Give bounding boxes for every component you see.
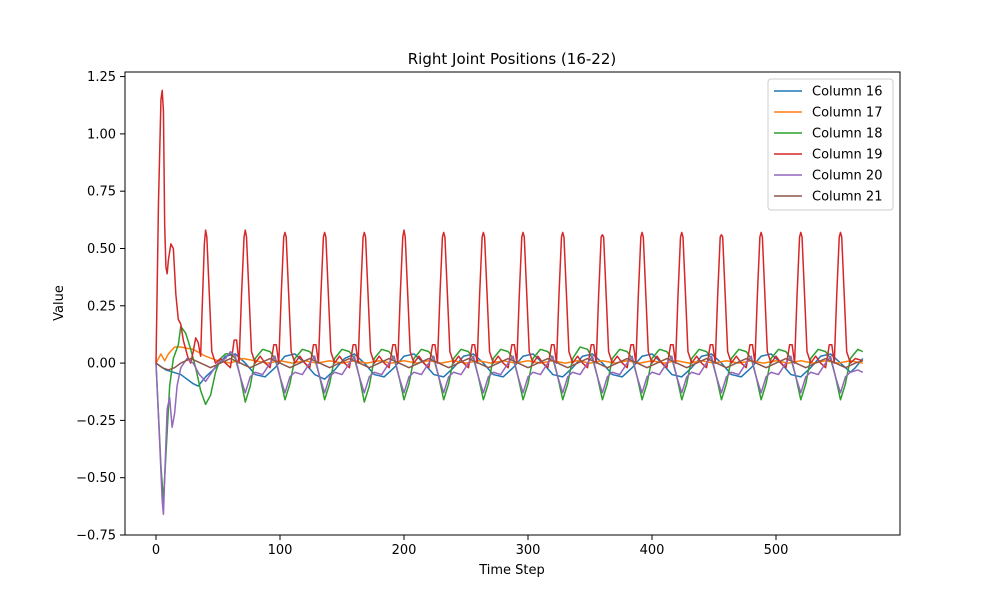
y-tick-label: 0.50 (87, 242, 116, 257)
series-line-3 (155, 325, 864, 502)
y-tick-label: 0.00 (87, 357, 116, 372)
y-axis: −0.75 −0.50 −0.25 0.00 0.25 0.50 0.75 1.00 1.25 (76, 70, 125, 544)
y-tick-label: −0.25 (76, 414, 116, 429)
legend-label-3: Column 18 (812, 127, 882, 142)
series-line-5 (155, 350, 864, 516)
y-tick-label: 0.25 (87, 299, 116, 314)
legend-label-4: Column 19 (812, 148, 882, 163)
y-tick-label: 1.25 (87, 70, 116, 85)
series-line-6 (155, 357, 864, 371)
legend-label-6: Column 21 (812, 190, 882, 205)
x-tick-label: 500 (764, 543, 789, 558)
x-axis: 0 100 200 300 400 500 (152, 535, 789, 558)
x-tick-label: 100 (268, 543, 293, 558)
legend-label-2: Column 17 (812, 106, 882, 121)
y-tick-label: 0.75 (87, 185, 116, 200)
legend: Column 16 Column 17 Column 18 Column 19 Colu… (767, 78, 894, 211)
x-axis-label: Time Step (478, 563, 545, 578)
x-tick-label: 200 (392, 543, 417, 558)
legend-label-5: Column 20 (812, 169, 882, 184)
series-line-4 (155, 89, 864, 369)
y-tick-label: 1.00 (87, 127, 116, 142)
x-tick-label: 400 (640, 543, 665, 558)
y-axis-label: Value (52, 285, 67, 321)
series-line-1 (155, 353, 864, 387)
series-line-2 (155, 346, 863, 364)
plot-frame (124, 71, 901, 536)
legend-label-1: Column 16 (812, 85, 882, 100)
x-tick-label: 0 (152, 543, 160, 558)
x-tick-label: 300 (516, 543, 541, 558)
chart-title: Right Joint Positions (16-22) (408, 50, 616, 68)
y-tick-label: −0.50 (76, 471, 116, 486)
series-layer (155, 89, 864, 516)
y-tick-label: −0.75 (76, 529, 116, 544)
